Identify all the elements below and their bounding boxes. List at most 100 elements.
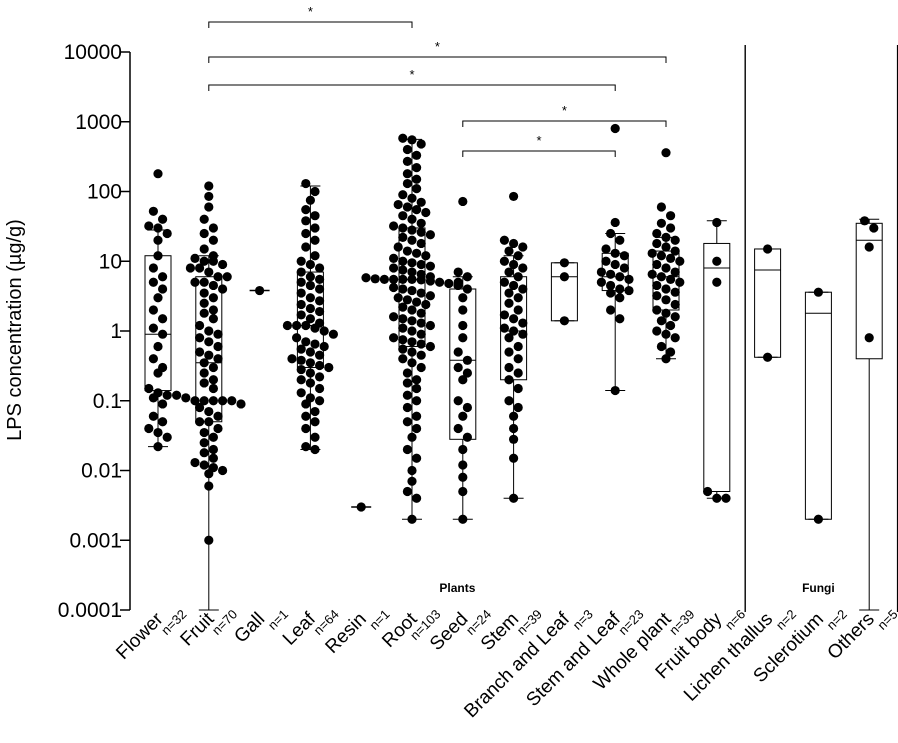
data-point (389, 282, 399, 293)
data-point (675, 277, 685, 287)
data-point (425, 291, 435, 301)
data-point (305, 378, 315, 388)
data-point (190, 253, 200, 263)
data-point (398, 256, 408, 266)
data-point (310, 339, 320, 349)
data-point (416, 238, 426, 249)
data-point (296, 344, 306, 354)
data-point (508, 493, 519, 503)
data-point (504, 298, 514, 308)
data-point (813, 287, 824, 297)
data-point (195, 402, 205, 413)
data-point (204, 267, 214, 277)
data-point (195, 263, 205, 273)
data-point (606, 269, 616, 279)
data-point (508, 280, 519, 291)
data-point (666, 347, 676, 357)
data-point (213, 423, 223, 434)
data-point (670, 312, 680, 322)
data-point (208, 362, 218, 373)
data-point (310, 223, 320, 233)
data-point (712, 277, 722, 287)
data-point (301, 228, 311, 239)
data-point (158, 399, 168, 409)
data-point (652, 305, 662, 315)
data-point (213, 341, 223, 352)
data-point (615, 314, 625, 324)
data-point (153, 169, 163, 179)
significance-bracket: * (462, 103, 667, 127)
data-point (412, 493, 422, 503)
data-point (412, 396, 422, 406)
data-point (407, 476, 417, 486)
data-point (412, 150, 422, 160)
data-point (606, 280, 616, 291)
data-point (513, 383, 523, 394)
data-point (601, 244, 611, 254)
data-point (398, 354, 408, 364)
y-tick-label: 0.001 (69, 529, 122, 552)
data-point (412, 423, 422, 434)
data-point (153, 293, 163, 303)
data-point (208, 314, 218, 324)
data-point (208, 383, 218, 394)
data-point (559, 258, 570, 268)
data-point (513, 402, 523, 413)
data-point (453, 277, 463, 287)
data-point (661, 308, 671, 318)
data-point (416, 318, 426, 328)
data-point (402, 178, 412, 189)
data-point (199, 277, 209, 287)
data-point (204, 350, 214, 360)
data-point (153, 223, 163, 233)
data-point (412, 205, 422, 215)
data-point (407, 285, 417, 296)
data-point (310, 251, 320, 261)
significance-bracket: * (208, 4, 413, 28)
data-point (610, 385, 620, 396)
data-point (218, 396, 228, 406)
y-tick-label: 0.0001 (58, 599, 122, 622)
data-point (513, 354, 523, 364)
data-point (508, 423, 519, 434)
data-point (412, 174, 422, 184)
data-point (416, 339, 426, 349)
data-point (416, 350, 426, 360)
data-point (504, 246, 514, 256)
significance-label: * (308, 4, 313, 19)
data-point (508, 238, 519, 249)
data-point (389, 312, 399, 322)
data-point (661, 329, 671, 339)
data-point (458, 305, 468, 315)
data-point (661, 242, 671, 252)
data-point (619, 263, 630, 273)
data-point (601, 256, 611, 266)
data-point (148, 393, 158, 403)
data-point (615, 235, 625, 245)
data-point (398, 232, 408, 242)
data-point (282, 320, 292, 331)
data-point (412, 248, 422, 258)
data-point (666, 274, 676, 284)
significance-label: * (435, 39, 440, 54)
data-point (398, 223, 408, 233)
data-point (199, 308, 209, 318)
data-point (421, 251, 431, 261)
data-point (199, 214, 209, 224)
data-point (402, 144, 412, 155)
data-point (218, 465, 228, 476)
data-point (393, 199, 403, 210)
data-point (712, 256, 722, 266)
data-point (301, 411, 311, 421)
data-point (204, 337, 214, 347)
data-point (148, 263, 158, 273)
data-point (402, 486, 412, 497)
data-point (407, 214, 417, 224)
data-point (199, 378, 209, 388)
significance-brackets: * * * * * (208, 4, 667, 157)
significance-label: * (562, 103, 567, 118)
data-point (721, 493, 731, 503)
